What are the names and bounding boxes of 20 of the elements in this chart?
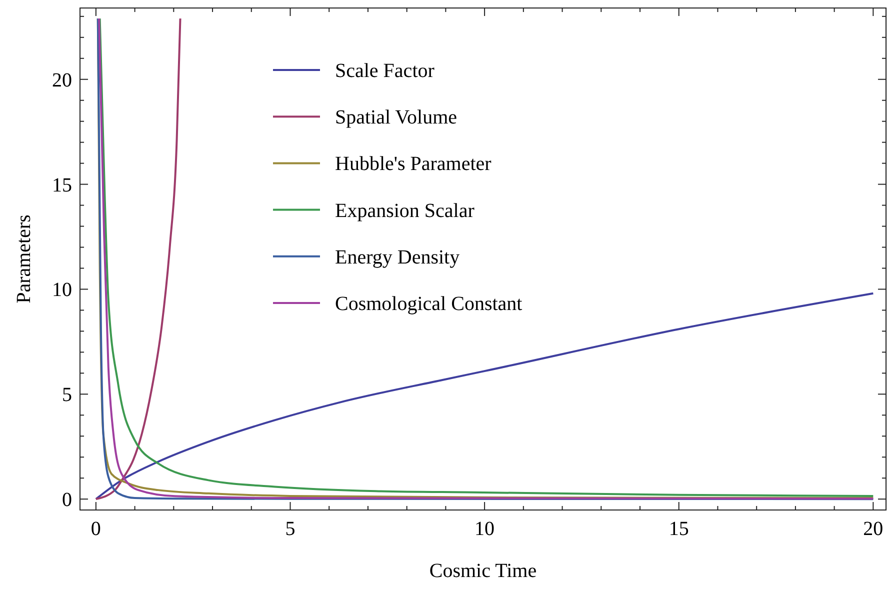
y-tick-label: 10	[52, 279, 72, 302]
line-series	[94, 292, 874, 500]
legend-label: Expansion Scalar	[335, 200, 475, 222]
y-tick-label: 0	[62, 489, 72, 512]
legend-label: Scale Factor	[335, 60, 435, 82]
y-tick-label: 15	[52, 174, 72, 196]
legend-label: Hubble's Parameter	[335, 153, 492, 176]
line-series	[94, 17, 182, 500]
y-tick-label: 20	[52, 69, 72, 92]
x-tick-label: 10	[474, 518, 495, 540]
x-axis-title: Cosmic Time	[429, 560, 537, 582]
x-tick-label: 0	[90, 518, 101, 540]
y-tick-label: 5	[62, 384, 72, 406]
legend-label: Cosmological Constant	[335, 293, 523, 315]
legend-label: Energy Density	[335, 246, 460, 268]
y-axis-title: Parameters	[13, 214, 35, 304]
x-tick-label: 5	[285, 518, 296, 540]
legend-label: Spatial Volume	[335, 106, 458, 129]
x-tick-label: 15	[668, 518, 689, 540]
x-tick-label: 20	[863, 518, 884, 540]
